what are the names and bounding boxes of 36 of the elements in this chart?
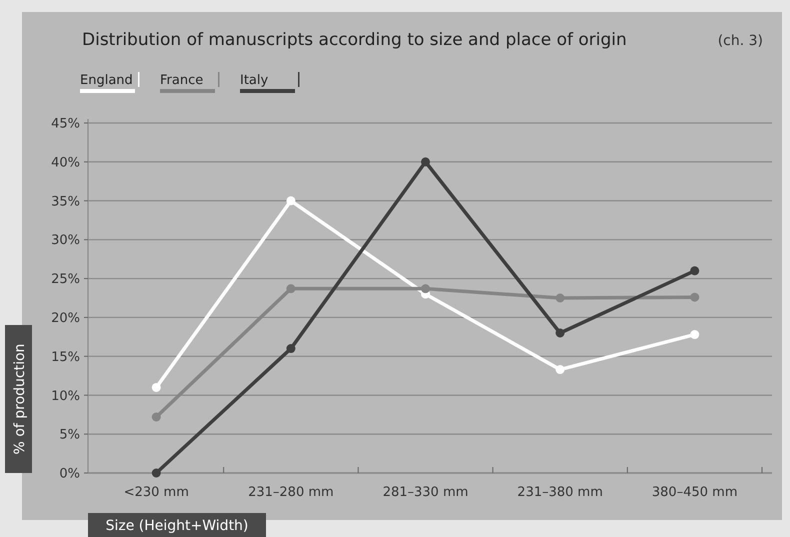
point — [286, 284, 296, 294]
point — [152, 412, 161, 422]
x-tick-label: <230 mm — [124, 485, 189, 500]
point — [690, 330, 700, 340]
text: (ch. 3) — [718, 33, 763, 49]
y-axis-title: % of production — [12, 344, 28, 454]
y-tick-label: 10% — [51, 388, 80, 404]
y-tick-label: 25% — [51, 272, 80, 288]
chart-title: Distribution of manuscripts according to size and place of origin — [82, 30, 627, 50]
point — [556, 365, 565, 374]
legend-label: Italy — [240, 73, 269, 88]
x-tick-label: 231–380 mm — [517, 485, 603, 500]
point — [152, 382, 161, 392]
y-tick-label: 0% — [59, 466, 80, 482]
y-tick-label: 20% — [51, 310, 80, 326]
y-tick-label: 5% — [59, 428, 80, 443]
legend-label: France — [160, 73, 204, 88]
y-tick-label: 40% — [51, 155, 80, 170]
point — [421, 284, 430, 294]
legend-label: England — [80, 73, 133, 88]
point — [556, 294, 565, 302]
point — [556, 328, 565, 338]
y-tick-label: 30% — [51, 233, 80, 248]
x-axis-title: Size (Height+Width) — [106, 518, 248, 534]
point — [690, 292, 700, 302]
point — [286, 344, 296, 354]
point — [152, 468, 161, 478]
point — [690, 266, 700, 276]
point — [286, 196, 296, 206]
y-tick-label: 45% — [51, 116, 80, 132]
x-tick-label: 231–280 mm — [248, 485, 334, 500]
y-tick-label: 35% — [51, 194, 80, 210]
y-tick-label: 15% — [51, 350, 80, 365]
point — [421, 157, 430, 166]
x-tick-label: 380–450 mm — [652, 485, 738, 500]
x-tick-label: 281–330 mm — [382, 485, 468, 500]
